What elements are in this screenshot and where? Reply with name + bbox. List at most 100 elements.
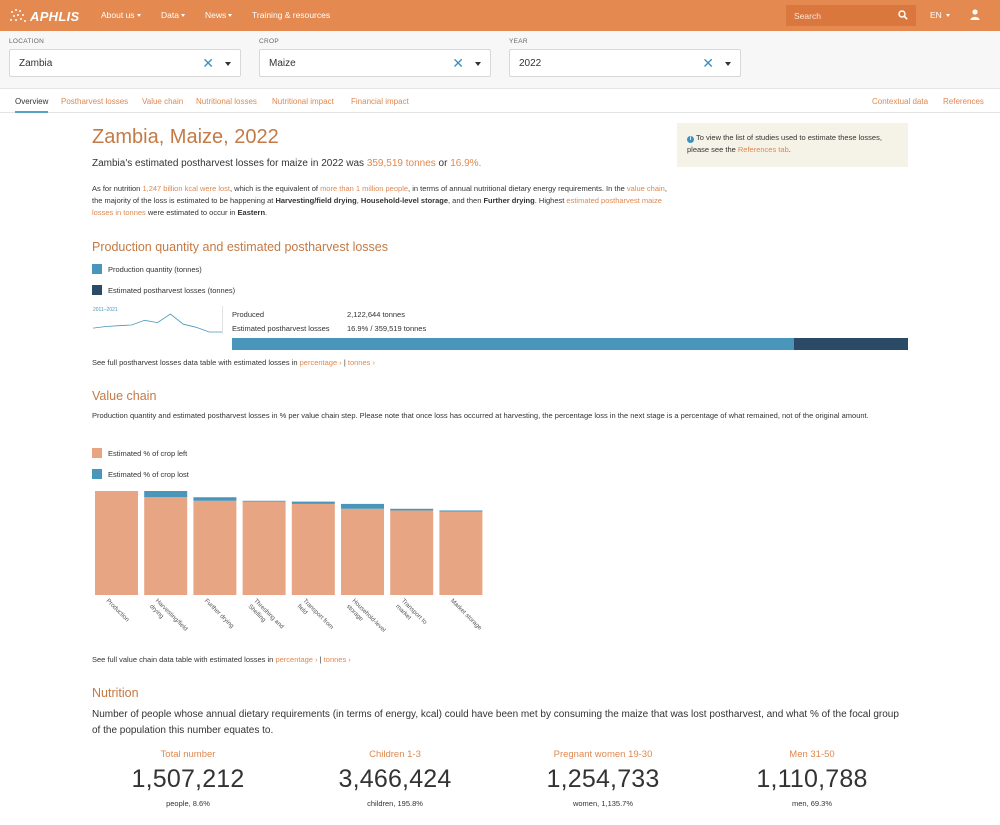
crop-value: Maize (269, 58, 296, 69)
people-link[interactable]: more than 1 million people (320, 184, 409, 193)
nutrition-total: Total number 1,507,212 people, 8.6% (88, 749, 288, 808)
separator: | (341, 358, 348, 367)
legend-label: Estimated postharvest losses (tonnes) (108, 285, 236, 295)
bar-crop-left (390, 510, 434, 595)
loss-tonnes-link[interactable]: 359,519 tonnes (366, 158, 436, 169)
tab-references[interactable]: References (943, 97, 984, 106)
tab-nutritional-losses[interactable]: Nutritional losses (196, 97, 257, 106)
tab-value-chain[interactable]: Value chain (142, 97, 184, 106)
losses-label: Estimated postharvest losses (232, 324, 330, 333)
nutrition-group-label: Pregnant women 19-30 (553, 749, 653, 760)
tick-label: Market storage (449, 597, 484, 632)
search-icon[interactable] (898, 10, 908, 20)
kcal-lost-link[interactable]: 1,247 billion kcal were lost (142, 184, 230, 193)
production-sparkline: 2011–2021 (92, 306, 223, 334)
info-text: To view the list of studies used to esti… (687, 133, 882, 154)
nav-about-us[interactable]: About us (101, 10, 141, 20)
clear-icon[interactable]: ✕ (702, 55, 714, 71)
nutrition-men: Men 31-50 1,110,788 men, 69.3% (712, 749, 912, 808)
aphlis-logo[interactable]: APHLIS (9, 7, 79, 25)
separator: | (317, 655, 324, 664)
nutrition-group-label: Men 31-50 (789, 749, 835, 760)
nav-data[interactable]: Data (161, 10, 185, 20)
bar-crop-left (144, 497, 188, 595)
user-icon[interactable] (970, 9, 980, 20)
clear-icon[interactable]: ✕ (452, 55, 464, 71)
chevron-down-icon[interactable] (475, 62, 481, 66)
location-filter: LOCATION Zambia ✕ (9, 38, 241, 77)
tab-postharvest-losses[interactable]: Postharvest losses (61, 97, 129, 106)
para-text: As for nutrition (92, 184, 143, 193)
tab-nutritional-impact[interactable]: Nutritional impact (272, 97, 334, 106)
nutrition-description: Number of people whose annual dietary re… (92, 709, 899, 736)
loss-percent-link[interactable]: 16.9%. (450, 158, 482, 169)
nav-search-box (786, 5, 916, 26)
year-value: 2022 (519, 58, 542, 69)
percentage-link[interactable]: percentage › (299, 358, 342, 367)
logo-text: APHLIS (30, 8, 80, 24)
stage-bold: Household-level storage (360, 196, 449, 205)
tonnes-link[interactable]: tonnes › (323, 655, 351, 664)
nav-training-resources[interactable]: Training & resources (252, 10, 330, 20)
info-icon: i (687, 136, 694, 143)
para-text: , and then (448, 196, 484, 205)
chevron-down-icon[interactable] (725, 62, 731, 66)
nutrition-group-sub: men, 69.3% (791, 799, 833, 808)
location-select[interactable]: Zambia ✕ (9, 49, 241, 77)
bar-crop-lost (193, 497, 237, 501)
losses-bar[interactable] (793, 338, 908, 350)
see-full-text: See full value chain data table with est… (92, 655, 276, 664)
bar-crop-left (291, 503, 335, 595)
year-filter: YEAR 2022 ✕ (509, 38, 741, 77)
production-bar[interactable] (232, 338, 908, 350)
nutrition-group-label: Total number (160, 749, 216, 760)
tonnes-link[interactable]: tonnes › (347, 358, 375, 367)
postharvest-table-links: See full postharvest losses data table w… (92, 358, 375, 367)
tab-contextual-data[interactable]: Contextual data (872, 97, 929, 106)
nutrition-group-value: 1,254,733 (546, 765, 660, 793)
bar-crop-left (341, 508, 384, 595)
percentage-link[interactable]: percentage › (275, 655, 318, 664)
para-text: , (356, 196, 361, 205)
bar-crop-lost (439, 510, 483, 512)
value-chain-link[interactable]: value chain (626, 184, 665, 193)
highest-losses-link[interactable]: estimated postharvest maize losses in to… (92, 196, 662, 217)
tick-label-group: Production (105, 597, 131, 623)
nutrition-group-value: 1,507,212 (131, 765, 245, 793)
bar-crop-left (242, 501, 286, 595)
chevron-down-icon[interactable] (225, 62, 231, 66)
summary-or: or (435, 158, 451, 169)
chevron-down-icon (136, 14, 141, 18)
overview-paragraph: As for nutrition 1,247 billion kcal were… (92, 183, 672, 219)
crop-filter: CROP Maize ✕ (259, 38, 491, 77)
references-tab-link[interactable]: References tab (737, 145, 789, 154)
para-text: were estimated to occur in (145, 208, 238, 217)
legend-swatch-crop-left (92, 448, 102, 458)
produced-row: Produced 2,122,644 tonnes (232, 310, 405, 319)
search-input[interactable] (786, 5, 896, 26)
nav-training-label: Training & resources (252, 10, 331, 20)
language-selector[interactable]: EN (930, 10, 950, 20)
clear-icon[interactable]: ✕ (202, 55, 214, 71)
para-text: , which is the equivalent of (230, 184, 321, 193)
tab-overview[interactable]: Overview (15, 97, 49, 113)
para-text: , the majority of the loss is estimated … (92, 184, 667, 205)
nav-news[interactable]: News (205, 10, 233, 20)
overview-summary: Zambia's estimated postharvest losses fo… (92, 158, 481, 169)
nutrition-pregnant-women: Pregnant women 19-30 1,254,733 women, 1,… (503, 749, 703, 808)
sparkline-chart (92, 313, 222, 333)
nav-news-label: News (205, 10, 227, 20)
legend-swatch-crop-lost (92, 469, 102, 479)
year-select[interactable]: 2022 ✕ (509, 49, 741, 77)
tab-financial-impact[interactable]: Financial impact (351, 97, 409, 106)
crop-filter-label: CROP (259, 38, 279, 45)
summary-text: Zambia's estimated postharvest losses fo… (92, 158, 367, 169)
bar-crop-left (193, 500, 237, 595)
losses-row: Estimated postharvest losses 16.9% / 359,… (232, 324, 426, 333)
value-chain-section-title: Value chain (92, 389, 157, 403)
crop-select[interactable]: Maize ✕ (259, 49, 491, 77)
